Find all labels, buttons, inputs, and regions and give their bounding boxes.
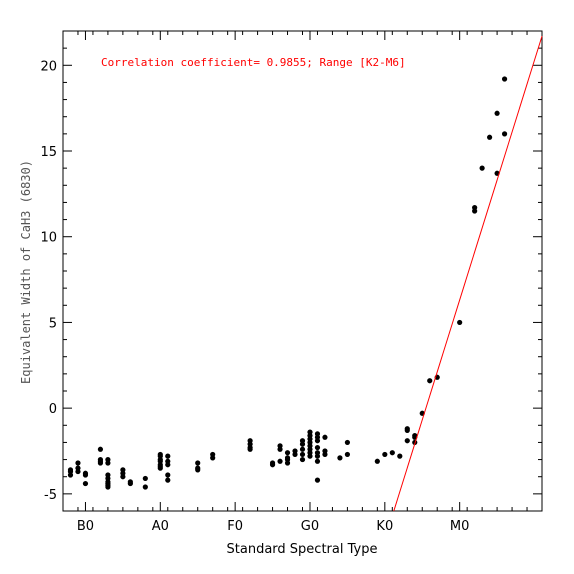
x-axis-title: Standard Spectral Type bbox=[227, 542, 378, 557]
data-point bbox=[397, 453, 403, 459]
data-point bbox=[127, 480, 133, 487]
data-point bbox=[472, 204, 478, 211]
data-point bbox=[314, 444, 321, 451]
data-point bbox=[337, 455, 343, 461]
y-tick-label: 20 bbox=[40, 59, 57, 74]
data-point bbox=[479, 165, 485, 171]
data-point bbox=[314, 438, 321, 444]
y-axis-title: Equivalent Width of CaH3 (6830) bbox=[19, 160, 33, 384]
data-point bbox=[195, 460, 201, 466]
data-point bbox=[157, 465, 163, 471]
x-tick-label: G0 bbox=[301, 519, 319, 534]
data-point bbox=[210, 455, 216, 461]
y-tick-label: 0 bbox=[49, 402, 57, 417]
y-tick-label: 15 bbox=[40, 145, 57, 160]
data-point bbox=[82, 472, 89, 478]
data-point bbox=[299, 456, 306, 463]
data-point bbox=[165, 462, 171, 468]
data-point bbox=[195, 467, 201, 473]
data-point bbox=[374, 458, 380, 464]
data-point bbox=[284, 460, 291, 466]
data-point bbox=[307, 453, 313, 459]
y-tick-label: -5 bbox=[44, 488, 57, 503]
data-point bbox=[501, 131, 508, 137]
data-point bbox=[67, 472, 74, 478]
x-tick-label: M0 bbox=[450, 519, 470, 534]
data-point bbox=[165, 477, 171, 483]
data-point bbox=[120, 474, 126, 480]
data-point bbox=[344, 451, 351, 458]
data-point bbox=[165, 453, 171, 459]
data-point bbox=[322, 434, 328, 440]
data-point bbox=[494, 110, 500, 116]
data-point bbox=[292, 451, 298, 458]
data-point bbox=[277, 458, 283, 464]
data-point bbox=[314, 458, 321, 464]
data-point bbox=[105, 484, 111, 490]
data-point bbox=[269, 462, 276, 468]
data-point bbox=[82, 480, 89, 487]
data-point bbox=[501, 76, 508, 82]
data-point bbox=[97, 460, 104, 466]
data-point bbox=[404, 438, 410, 444]
correlation-annotation: Correlation coefficient= 0.9855; Range [… bbox=[101, 56, 406, 69]
y-tick-label: 5 bbox=[49, 316, 57, 331]
axis-ticks: B0 A0 F0 G0 K0 M0 -5 0 5 10 15 20 bbox=[40, 30, 543, 534]
y-tick-label: 10 bbox=[40, 231, 57, 246]
data-point bbox=[142, 475, 148, 482]
data-point bbox=[389, 450, 395, 456]
data-point bbox=[142, 484, 148, 490]
data-point bbox=[322, 451, 328, 458]
x-tick-label: B0 bbox=[77, 519, 94, 534]
data-point bbox=[427, 378, 433, 384]
x-tick-label: K0 bbox=[376, 519, 393, 534]
data-point bbox=[487, 134, 493, 140]
x-tick-label: F0 bbox=[227, 519, 243, 534]
data-point bbox=[97, 446, 104, 452]
data-point bbox=[457, 319, 463, 326]
x-tick-label: A0 bbox=[152, 519, 169, 534]
fit-line bbox=[393, 35, 543, 512]
data-point bbox=[344, 439, 351, 446]
data-point bbox=[75, 468, 81, 475]
data-point bbox=[247, 446, 253, 452]
data-point bbox=[284, 450, 291, 456]
data-point bbox=[299, 441, 306, 447]
data-point bbox=[105, 460, 111, 466]
data-point bbox=[299, 446, 306, 452]
data-points bbox=[67, 76, 508, 490]
data-point bbox=[382, 451, 388, 458]
data-point bbox=[299, 451, 306, 458]
data-point bbox=[165, 472, 171, 478]
data-point bbox=[277, 446, 283, 452]
data-point bbox=[75, 460, 81, 466]
data-point bbox=[314, 453, 321, 459]
data-point bbox=[404, 427, 410, 434]
data-point bbox=[314, 477, 321, 483]
